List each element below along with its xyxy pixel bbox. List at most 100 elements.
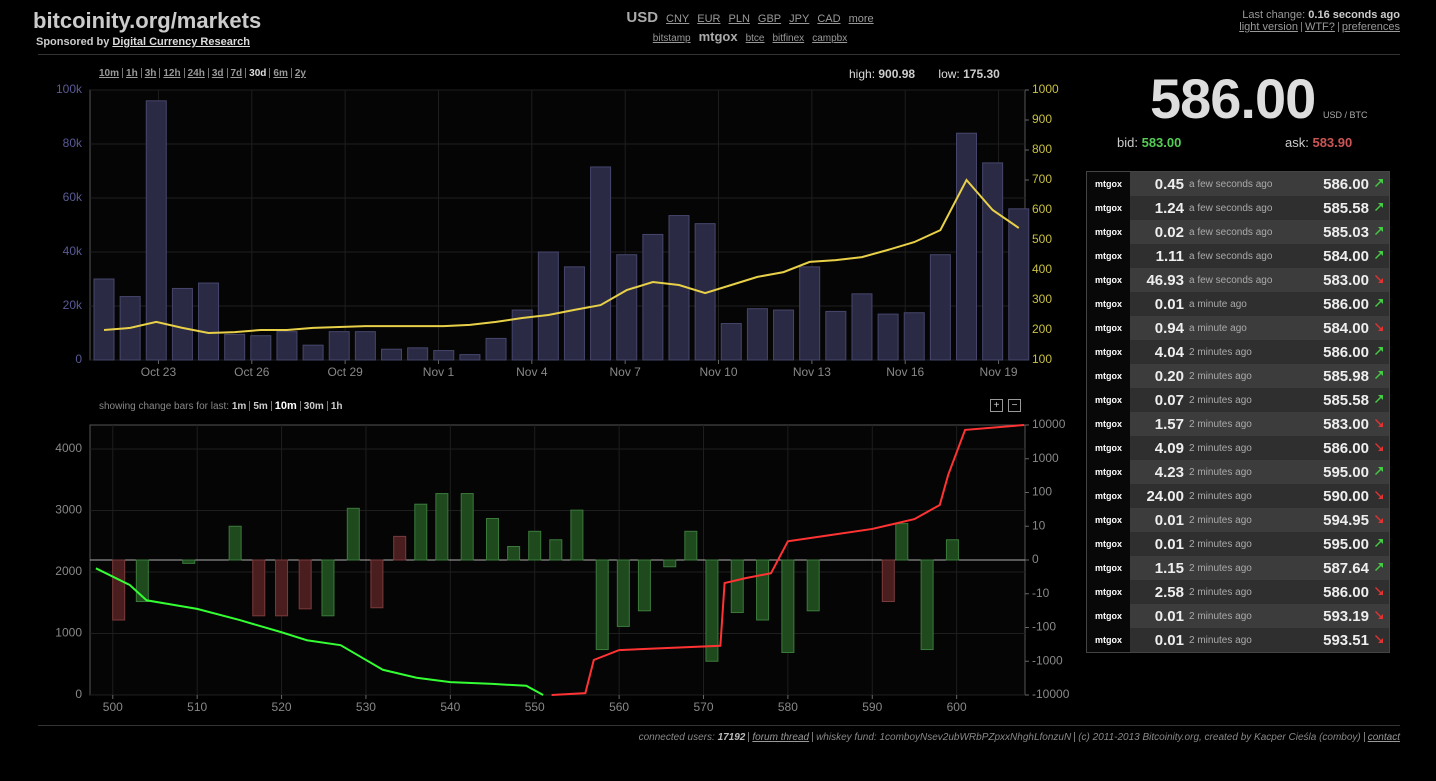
- trade-row: mtgox 2.58 2 minutes ago 586.00: [1087, 580, 1389, 604]
- separator: [269, 68, 271, 79]
- price: 587.64: [1323, 559, 1369, 577]
- currency-link[interactable]: USD: [626, 9, 659, 26]
- footer: connected users: 17192 forum thread whiske…: [639, 732, 1400, 743]
- separator: [140, 68, 142, 79]
- amount: 0.01: [1154, 511, 1184, 529]
- trade-row: mtgox 1.15 2 minutes ago 587.64: [1087, 556, 1389, 580]
- volume-bar: [250, 335, 272, 361]
- trend-icon: [1369, 610, 1389, 623]
- arrow: [1375, 274, 1383, 283]
- volume-bar: [982, 162, 1004, 361]
- volume-bar: [93, 278, 115, 361]
- change-bar: [228, 525, 242, 561]
- arrow: [1375, 538, 1383, 547]
- range-link[interactable]: 6m: [273, 68, 288, 79]
- arrow: [1375, 466, 1383, 475]
- change-bar: [528, 530, 542, 561]
- trend-icon: [1369, 322, 1389, 335]
- trade-row: mtgox 0.01 a minute ago 586.00: [1087, 292, 1389, 316]
- exchange: mtgox: [1087, 172, 1130, 196]
- last-price: 586.00: [1150, 67, 1316, 130]
- currency-link[interactable]: EUR: [697, 13, 721, 25]
- forum-link[interactable]: forum thread: [752, 732, 810, 743]
- arrow-shape: [1375, 586, 1383, 595]
- sponsor-link[interactable]: Digital Currency Research: [112, 36, 250, 48]
- period-link[interactable]: 30m: [303, 401, 324, 412]
- exchange: mtgox: [1087, 196, 1130, 220]
- arrow: [1375, 394, 1383, 403]
- trend-icon: [1369, 418, 1389, 431]
- header-link[interactable]: light version: [1239, 21, 1298, 33]
- exchange: mtgox: [1087, 628, 1130, 652]
- range-link[interactable]: 12h: [163, 68, 181, 79]
- range-link[interactable]: 24h: [187, 68, 205, 79]
- time: 2 minutes ago: [1189, 442, 1252, 454]
- currency-link[interactable]: PLN: [728, 13, 750, 25]
- y2-tick-label: -1000: [1032, 653, 1063, 667]
- change-bar: [705, 559, 719, 662]
- header-link[interactable]: preferences: [1341, 21, 1400, 33]
- range-link[interactable]: 3h: [144, 68, 157, 79]
- arrow: [1375, 490, 1383, 499]
- trade-row: mtgox 24.00 2 minutes ago 590.00: [1087, 484, 1389, 508]
- price: 584.00: [1323, 319, 1369, 337]
- arrow: [1375, 202, 1383, 211]
- period-link[interactable]: 1h: [330, 401, 343, 412]
- currency-link[interactable]: JPY: [789, 13, 810, 25]
- x-tick-label: Oct 23: [141, 365, 177, 379]
- volume-bar: [720, 323, 742, 361]
- period-link[interactable]: 10m: [274, 400, 297, 412]
- trend-icon: [1369, 274, 1389, 287]
- header-link[interactable]: WTF?: [1304, 21, 1335, 33]
- range-link[interactable]: 30d: [249, 68, 267, 79]
- zoom-in[interactable]: +: [990, 399, 1003, 412]
- volume-bar: [1008, 208, 1030, 361]
- currency-link[interactable]: more: [848, 13, 874, 25]
- price: 590.00: [1323, 487, 1369, 505]
- range-link[interactable]: 1h: [126, 68, 138, 79]
- exchange-link[interactable]: bitfinex: [772, 33, 805, 44]
- trend-icon: [1369, 394, 1389, 407]
- exchange: mtgox: [1087, 316, 1130, 340]
- range-link[interactable]: 2y: [294, 68, 306, 79]
- y2-tick-label: -10: [1032, 586, 1050, 600]
- exchange-link[interactable]: campbx: [812, 33, 848, 44]
- range-link[interactable]: 7d: [230, 68, 243, 79]
- amount: 1.57: [1154, 415, 1184, 433]
- exchange-link[interactable]: mtgox: [698, 29, 738, 44]
- volume-bar: [276, 331, 298, 361]
- amount: 1.24: [1154, 199, 1184, 217]
- contact-link[interactable]: contact: [1367, 732, 1400, 743]
- range-menu: 10m 1h 3h 12h 24h 3d 7d 30d 6m 2y: [99, 68, 306, 79]
- period-link[interactable]: 5m: [253, 401, 268, 412]
- arrow-shape: [1375, 178, 1383, 187]
- change-bar: [252, 559, 266, 617]
- high-low: high: 900.98 low: 175.30: [849, 67, 1000, 81]
- time: a minute ago: [1189, 322, 1247, 334]
- trend-icon: [1369, 178, 1389, 191]
- exchange: mtgox: [1087, 508, 1130, 532]
- zoom-out[interactable]: −: [1008, 399, 1021, 412]
- period-link[interactable]: 1m: [231, 401, 247, 412]
- sponsor: Sponsored by Digital Currency Research: [36, 36, 250, 48]
- amount: 0.07: [1154, 391, 1184, 409]
- last-change: Last change: 0.16 seconds ago: [1239, 9, 1400, 21]
- currency-link[interactable]: CNY: [666, 13, 690, 25]
- time: 2 minutes ago: [1189, 538, 1252, 550]
- volume-bar: [590, 166, 612, 361]
- currency-link[interactable]: CAD: [817, 13, 841, 25]
- trade-row: mtgox 46.93 a few seconds ago 583.00: [1087, 268, 1389, 292]
- y-tick-label: 80k: [63, 136, 83, 150]
- exchange-link[interactable]: bitstamp: [652, 33, 691, 44]
- site-title[interactable]: bitcoinity.org/markets: [33, 8, 262, 33]
- range-link[interactable]: 3d: [211, 68, 224, 79]
- exchange-link[interactable]: btce: [745, 33, 765, 44]
- range-link[interactable]: 10m: [99, 68, 120, 79]
- time: 2 minutes ago: [1189, 490, 1252, 502]
- currency-menu: USD CNY EUR PLN GBP JPY CAD more: [600, 9, 900, 26]
- price: 585.98: [1323, 367, 1369, 385]
- currency-link[interactable]: GBP: [757, 13, 782, 25]
- separator: [270, 401, 272, 412]
- y-tick-label: 2000: [55, 564, 82, 578]
- x-tick-label: 580: [778, 700, 798, 714]
